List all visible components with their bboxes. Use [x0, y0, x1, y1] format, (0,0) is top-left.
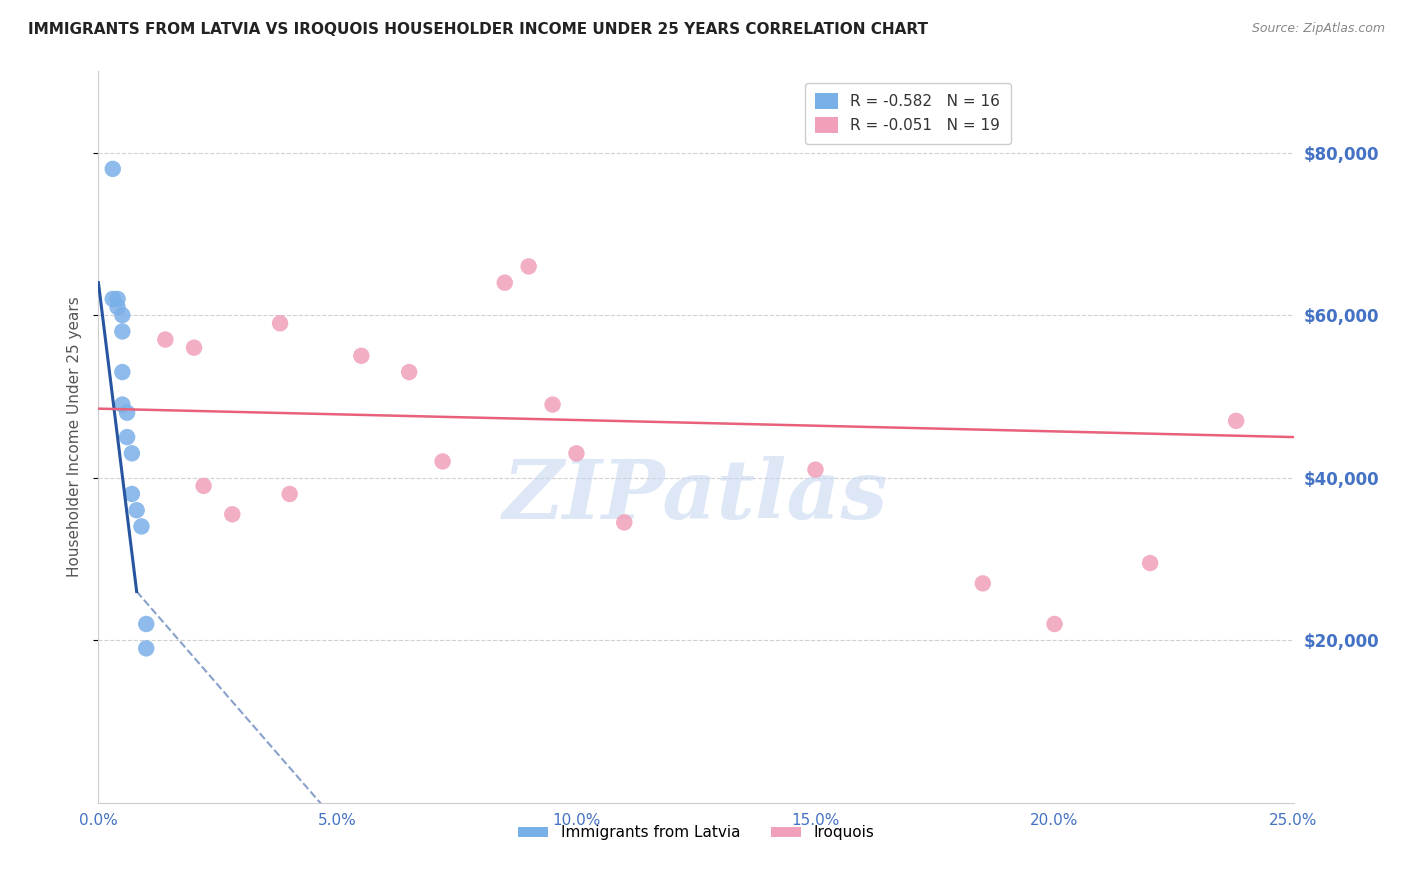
- Point: [107, 292, 129, 306]
- Point: [183, 341, 205, 355]
- Point: [111, 308, 134, 322]
- Point: [155, 333, 177, 347]
- Point: [432, 454, 454, 468]
- Point: [494, 276, 516, 290]
- Point: [193, 479, 215, 493]
- Point: [221, 508, 243, 522]
- Point: [101, 292, 124, 306]
- Point: [541, 398, 564, 412]
- Point: [101, 161, 124, 176]
- Point: [278, 487, 301, 501]
- Point: [125, 503, 148, 517]
- Point: [613, 516, 636, 530]
- Text: ZIPatlas: ZIPatlas: [503, 456, 889, 535]
- Text: IMMIGRANTS FROM LATVIA VS IROQUOIS HOUSEHOLDER INCOME UNDER 25 YEARS CORRELATION: IMMIGRANTS FROM LATVIA VS IROQUOIS HOUSE…: [28, 22, 928, 37]
- Point: [517, 260, 540, 274]
- Point: [131, 519, 153, 533]
- Point: [107, 300, 129, 314]
- Point: [350, 349, 373, 363]
- Point: [135, 641, 157, 656]
- Point: [111, 365, 134, 379]
- Point: [398, 365, 420, 379]
- Text: Source: ZipAtlas.com: Source: ZipAtlas.com: [1251, 22, 1385, 36]
- Point: [804, 462, 827, 476]
- Point: [565, 446, 588, 460]
- Point: [111, 398, 134, 412]
- Point: [1043, 617, 1066, 632]
- Point: [111, 325, 134, 339]
- Point: [115, 430, 138, 444]
- Legend: Immigrants from Latvia, Iroquois: Immigrants from Latvia, Iroquois: [512, 819, 880, 847]
- Point: [121, 487, 143, 501]
- Point: [121, 446, 143, 460]
- Point: [269, 316, 291, 330]
- Point: [115, 406, 138, 420]
- Point: [1225, 414, 1247, 428]
- Point: [135, 617, 157, 632]
- Y-axis label: Householder Income Under 25 years: Householder Income Under 25 years: [67, 297, 83, 577]
- Point: [972, 576, 994, 591]
- Point: [1139, 556, 1161, 570]
